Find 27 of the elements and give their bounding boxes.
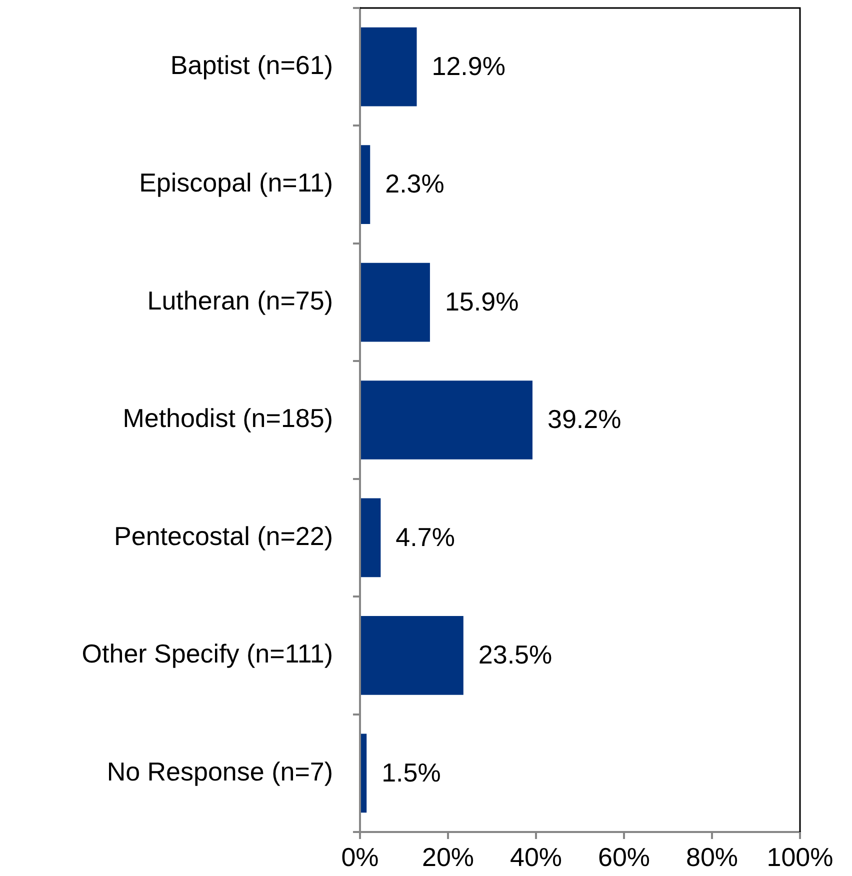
data-label: 15.9% (444, 286, 519, 316)
bar (361, 27, 417, 106)
x-tick-label: 60% (598, 842, 650, 872)
bar (361, 380, 532, 460)
y-tick-label: No Response (n=7) (106, 756, 333, 786)
data-label: 39.2% (547, 404, 622, 434)
data-label: 23.5% (478, 640, 552, 670)
y-tick-label: Pentecostal (n=22) (114, 520, 333, 551)
data-label: 12.9% (432, 51, 506, 82)
data-label: 2.3% (385, 168, 444, 199)
x-tick-label: 80% (686, 842, 738, 872)
y-tick-label: Episcopal (n=11) (139, 168, 333, 198)
x-tick-label: 40% (510, 842, 562, 872)
x-tick-label: 0% (341, 842, 379, 872)
data-label: 4.7% (396, 522, 455, 552)
bar (361, 616, 464, 695)
bar (361, 498, 381, 578)
y-tick-label: Methodist (n=185) (122, 403, 333, 434)
bar (361, 262, 430, 342)
bar (361, 145, 370, 224)
y-tick-label: Other Specify (n=111) (82, 638, 333, 669)
y-tick-label: Baptist (n=61) (170, 50, 333, 80)
x-tick-label: 20% (422, 842, 474, 872)
data-label: 1.5% (382, 757, 441, 788)
bar (361, 734, 367, 813)
x-tick-label: 100% (766, 842, 834, 872)
y-tick-label: Lutheran (n=75) (147, 285, 333, 316)
